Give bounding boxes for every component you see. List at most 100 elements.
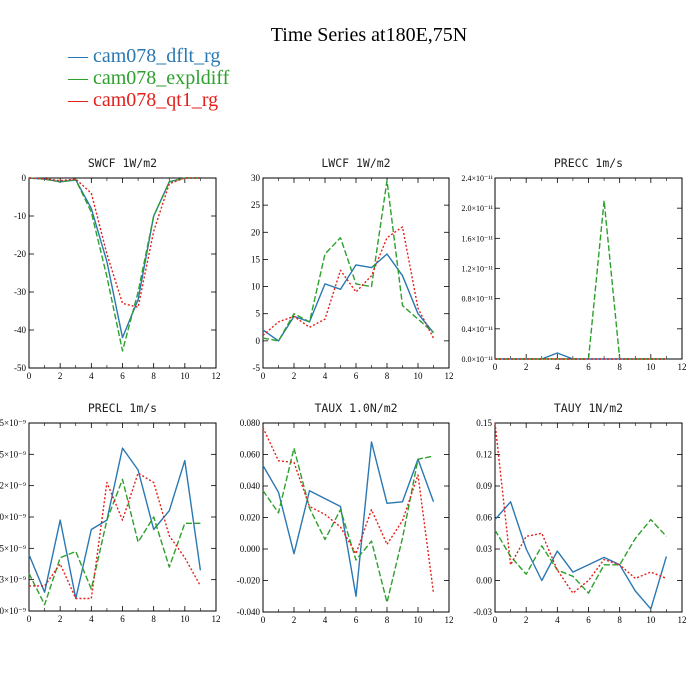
y-tick-label: 0 (256, 336, 261, 346)
x-tick-label: 4 (323, 371, 328, 381)
y-tick-label: 1.2×10⁻¹¹ (461, 265, 493, 274)
y-tick-label: 0.03 (476, 544, 492, 554)
x-tick-label: 10 (646, 362, 656, 372)
panel-title: SWCF 1W/m2 (88, 156, 157, 170)
panels: SWCF 1W/m20 2 4 6 8 10 120-10-20-30-40-50LWCF … (0, 156, 687, 625)
y-tick-label: 5×10⁻⁹ (0, 543, 26, 553)
y-tick-label: 2.0×10⁻¹¹ (461, 204, 493, 213)
figure-title: Time Series at180E,75N (271, 24, 467, 46)
x-tick-label: 8 (617, 362, 622, 372)
y-tick-label: -0.03 (473, 607, 492, 617)
series-line-cam078_qt1_rg (28, 177, 201, 308)
y-tick-label: -10 (14, 211, 26, 221)
x-tick-label: 8 (151, 371, 156, 381)
y-tick-label: 2.4×10⁻¹¹ (461, 174, 493, 183)
x-tick-label: 12 (678, 615, 687, 625)
y-tick-label: 0.080 (240, 418, 261, 428)
series-line-cam078_dflt_rg (28, 447, 202, 600)
x-tick-label: 0 (27, 371, 32, 381)
x-tick-label: 6 (586, 615, 591, 625)
y-tick-label: 5 (256, 309, 261, 319)
y-tick-label: 10 (251, 282, 261, 292)
x-tick-label: 6 (354, 371, 359, 381)
y-tick-label: 0×10⁻⁹ (0, 606, 26, 616)
y-tick-label: 0.00 (476, 576, 492, 586)
legend-entry-2: — cam078_qt1_rg (67, 89, 218, 111)
chart-panel-4: TAUX 1.0N/m2 0 2 4 6 8 10 12 0.080 0.060 0.040 0.02… (237, 401, 454, 625)
y-tick-label: 0.12 (476, 450, 492, 460)
y-tick-label: 0.8×10⁻¹¹ (461, 295, 493, 304)
y-tick-label: 0.000 (240, 544, 261, 554)
x-tick-label: 2 (292, 615, 297, 625)
y-tick-label: -40 (14, 325, 26, 335)
x-tick-label: 12 (445, 371, 454, 381)
x-tick-label: 8 (385, 371, 390, 381)
x-tick-label: 0 (261, 615, 266, 625)
x-tick-label: 12 (445, 615, 454, 625)
x-tick-label: 4 (89, 614, 94, 624)
legend: — cam078_dflt_rg— cam078_expldiff— cam07… (67, 45, 230, 111)
x-tick-label: 8 (385, 615, 390, 625)
x-tick-label: 10 (180, 371, 190, 381)
series-line-cam078_expldiff (262, 179, 434, 342)
x-tick-label: 8 (151, 614, 156, 624)
x-tick-label: 2 (524, 615, 529, 625)
x-tick-label: 10 (414, 615, 424, 625)
series-line-cam078_expldiff (262, 447, 434, 604)
panel-title: TAUX 1.0N/m2 (314, 401, 397, 415)
legend-line-icon: — (67, 45, 89, 67)
x-tick-label: 4 (555, 362, 560, 372)
y-tick-label: -0.020 (237, 576, 261, 586)
x-tick-label: 4 (89, 371, 94, 381)
x-tick-label: 6 (354, 615, 359, 625)
y-tick-label: 0.06 (476, 513, 492, 523)
series-line-cam078_dflt_rg (262, 441, 435, 597)
legend-label: cam078_qt1_rg (93, 89, 218, 111)
x-tick-label: 0 (27, 614, 32, 624)
legend-entry-1: — cam078_expldiff (67, 67, 230, 89)
legend-entry-0: — cam078_dflt_rg (67, 45, 220, 67)
y-tick-label: 25 (251, 200, 261, 210)
x-tick-label: 2 (58, 371, 63, 381)
y-tick-label: 0.040 (240, 481, 261, 491)
x-tick-label: 2 (292, 371, 297, 381)
y-tick-label: 0.060 (240, 450, 261, 460)
x-tick-label: 0 (493, 362, 498, 372)
x-tick-label: 6 (120, 371, 125, 381)
panel-title: TAUY 1N/m2 (554, 401, 623, 415)
y-tick-label: 1.6×10⁻¹¹ (461, 234, 493, 243)
x-tick-label: 6 (586, 362, 591, 372)
chart-panel-5: TAUY 1N/m2 0 2 4 6 8 10 12 0.15 0.12 0.09 0.06 0.03 0… (473, 401, 686, 625)
x-tick-label: 4 (323, 615, 328, 625)
panel-title: LWCF 1W/m2 (321, 156, 390, 170)
series-line-cam078_qt1_rg (494, 422, 667, 594)
y-tick-label: -30 (14, 287, 26, 297)
panel-title: PRECL 1m/s (88, 401, 157, 415)
y-tick-label: 0.09 (476, 481, 492, 491)
y-tick-label: 0×10⁻⁹ (0, 512, 26, 522)
y-tick-label: -20 (14, 249, 26, 259)
series-line-cam078_expldiff (28, 177, 201, 352)
series-line-cam078_expldiff (28, 478, 201, 606)
y-tick-label: 5×10⁻⁹ (0, 418, 26, 428)
series-line-cam078_qt1_rg (262, 427, 435, 594)
chart-panel-3: PRECL 1m/s 0 2 4 6 8 10 12 5×10⁻⁹ 5×10⁻⁹ 2×10⁻⁹ 0×1… (0, 401, 221, 624)
series-line-cam078_qt1_rg (29, 472, 202, 600)
chart-panel-0: SWCF 1W/m2 0 2 4 6 8 10 12 0 -10 -20 -30 -40 -50 (14, 156, 221, 381)
x-tick-label: 2 (524, 362, 529, 372)
legend-label: cam078_dflt_rg (93, 45, 220, 67)
y-tick-label: 5×10⁻⁹ (0, 449, 26, 459)
legend-label: cam078_expldiff (93, 67, 230, 89)
y-tick-label: 0.0×10⁻¹¹ (461, 355, 493, 364)
y-tick-label: 2×10⁻⁹ (0, 481, 26, 491)
y-tick-label: 15 (251, 254, 261, 264)
x-tick-label: 10 (646, 615, 656, 625)
panel-title: PRECC 1m/s (554, 156, 623, 170)
x-tick-label: 8 (617, 615, 622, 625)
x-tick-label: 12 (212, 371, 221, 381)
x-tick-label: 10 (414, 371, 424, 381)
y-tick-label: -0.040 (237, 607, 261, 617)
x-tick-label: 12 (678, 362, 687, 372)
y-tick-label: 20 (251, 227, 261, 237)
